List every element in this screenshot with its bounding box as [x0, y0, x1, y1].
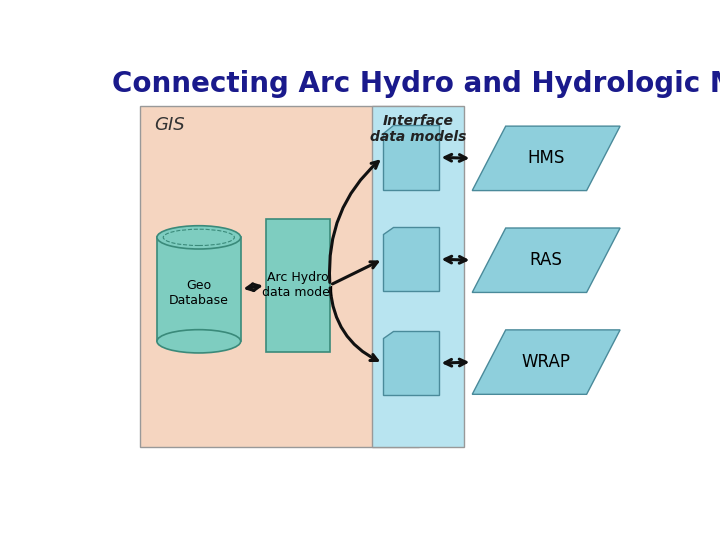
Ellipse shape	[157, 329, 240, 353]
Text: RAS: RAS	[530, 251, 562, 269]
Polygon shape	[472, 126, 620, 191]
Polygon shape	[472, 228, 620, 293]
Ellipse shape	[157, 226, 240, 249]
Bar	[266, 219, 330, 352]
Polygon shape	[383, 227, 438, 292]
Text: GIS: GIS	[154, 116, 185, 134]
Bar	[140, 106, 419, 447]
Text: Arc Hydro
data model: Arc Hydro data model	[262, 271, 333, 299]
Text: Connecting Arc Hydro and Hydrologic Models: Connecting Arc Hydro and Hydrologic Mode…	[112, 70, 720, 98]
Bar	[372, 106, 464, 447]
Text: Geo
Database: Geo Database	[169, 280, 229, 307]
Text: HMS: HMS	[528, 150, 565, 167]
Polygon shape	[472, 330, 620, 394]
Text: Interface
data models: Interface data models	[370, 114, 467, 144]
Text: WRAP: WRAP	[522, 353, 571, 371]
Polygon shape	[383, 331, 438, 395]
Polygon shape	[383, 125, 438, 190]
Bar	[157, 238, 240, 341]
